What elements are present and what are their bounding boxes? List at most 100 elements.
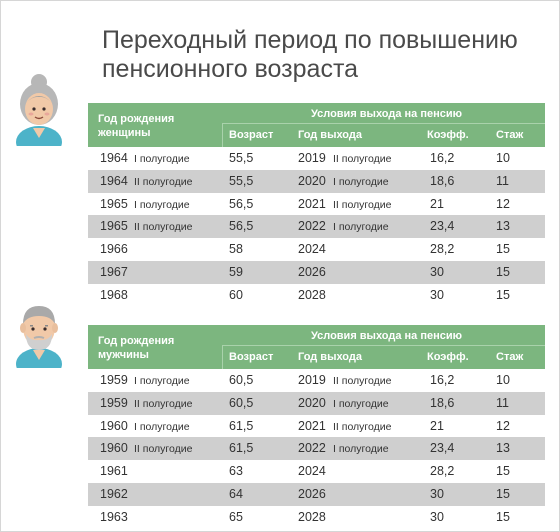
retire-half-cell: I полугодие <box>333 397 389 410</box>
table-row: 1964 I полугодие 55,5 2019 II полугодие 16,2 1… <box>88 147 545 170</box>
conditions-header: Условия выхода на пенсию <box>310 108 463 120</box>
table-row: 1968 60 2028 30 15 <box>88 284 545 307</box>
birth-year-cell: 1966 <box>100 242 128 257</box>
table-row: 1959 I полугодие 60,5 2019 II полугодие 16,2 1… <box>88 369 545 392</box>
experience-cell: 15 <box>496 287 510 302</box>
column-header-experience: Стаж <box>496 129 524 141</box>
birth-year-cell: 1964 <box>100 151 128 165</box>
conditions-header: Условия выхода на пенсию <box>310 330 463 342</box>
retire-year-cell: 2019 <box>298 151 326 165</box>
retire-half-cell: I полугодие <box>333 221 389 234</box>
birth-year-header: Год рождения мужчины <box>98 335 175 361</box>
elderly-man-avatar-icon <box>14 294 64 380</box>
birth-year-cell: 1963 <box>100 509 128 524</box>
retire-year-cell: 2024 <box>298 464 326 479</box>
birth-year-cell: 1960 <box>100 441 128 456</box>
retire-year-cell: 2020 <box>298 395 326 410</box>
column-header-retire-year: Год выхода <box>298 351 362 363</box>
table-body: 1959 I полугодие 60,5 2019 II полугодие 16,2 1… <box>88 369 545 529</box>
age-cell: 60,5 <box>229 395 254 410</box>
birth-half-cell: II полугодие <box>134 397 193 410</box>
retire-year-cell: 2028 <box>298 287 326 302</box>
experience-cell: 13 <box>496 441 510 456</box>
birth-year-cell: 1965 <box>100 196 128 211</box>
coefficient-cell: 16,2 <box>430 151 455 165</box>
retire-year-cell: 2021 <box>298 418 326 433</box>
birth-half-cell: I полугодие <box>134 375 190 387</box>
age-cell: 60,5 <box>229 373 254 387</box>
experience-cell: 15 <box>496 486 510 501</box>
age-cell: 59 <box>229 264 243 279</box>
age-cell: 63 <box>229 464 243 479</box>
coefficient-cell: 16,2 <box>430 373 455 387</box>
header-divider <box>222 345 545 346</box>
table-row: 1963 65 2028 30 15 <box>88 506 545 529</box>
age-cell: 55,5 <box>229 151 254 165</box>
retire-half-cell: I полугодие <box>333 175 389 188</box>
age-cell: 64 <box>229 486 243 501</box>
experience-cell: 15 <box>496 509 510 524</box>
retire-half-cell: II полугодие <box>333 420 392 433</box>
column-header-coefficient: Коэфф. <box>427 351 469 363</box>
age-cell: 60 <box>229 287 243 302</box>
birth-year-cell: 1962 <box>100 486 128 501</box>
birth-year-cell: 1959 <box>100 395 128 410</box>
retire-year-cell: 2024 <box>298 242 326 257</box>
column-header-age: Возраст <box>229 351 274 363</box>
birth-half-cell: I полугодие <box>134 420 190 433</box>
coefficient-cell: 18,6 <box>430 395 455 410</box>
birth-year-cell: 1967 <box>100 264 128 279</box>
retire-year-cell: 2019 <box>298 373 326 387</box>
retire-year-cell: 2022 <box>298 441 326 456</box>
retire-year-cell: 2022 <box>298 219 326 234</box>
table-header: Год рождения женщины Условия выхода на п… <box>88 103 545 147</box>
header-divider <box>222 345 223 369</box>
coefficient-cell: 28,2 <box>430 242 455 257</box>
experience-cell: 15 <box>496 464 510 479</box>
experience-cell: 12 <box>496 196 510 211</box>
experience-cell: 13 <box>496 219 510 234</box>
table-row: 1965 I полугодие 56,5 2021 II полугодие 21 12 <box>88 193 545 216</box>
elderly-woman-avatar-icon <box>14 72 64 158</box>
coefficient-cell: 28,2 <box>430 464 455 479</box>
table-header: Год рождения мужчины Условия выхода на п… <box>88 325 545 369</box>
table-row: 1959 II полугодие 60,5 2020 I полугодие 18,6 1… <box>88 391 545 415</box>
experience-cell: 10 <box>496 373 510 387</box>
coefficient-cell: 30 <box>430 486 444 501</box>
retire-year-cell: 2021 <box>298 196 326 211</box>
coefficient-cell: 23,4 <box>430 441 455 456</box>
experience-cell: 12 <box>496 418 510 433</box>
retire-year-cell: 2020 <box>298 173 326 188</box>
header-divider <box>222 123 545 124</box>
coefficient-cell: 23,4 <box>430 219 455 234</box>
coefficient-cell: 30 <box>430 264 444 279</box>
coefficient-cell: 21 <box>430 196 444 211</box>
table-row: 1964 II полугодие 55,5 2020 I полугодие 18,6 1… <box>88 169 545 193</box>
birth-year-header: Год рождения женщины <box>98 113 175 139</box>
table-row: 1966 58 2024 28,2 15 <box>88 238 545 261</box>
age-cell: 55,5 <box>229 173 254 188</box>
age-cell: 61,5 <box>229 418 254 433</box>
birth-year-cell: 1968 <box>100 287 128 302</box>
male-retirement-table: Год рождения мужчины Условия выхода на п… <box>88 325 545 529</box>
table-row: 1962 64 2026 30 15 <box>88 482 545 506</box>
coefficient-cell: 21 <box>430 418 444 433</box>
birth-year-cell: 1965 <box>100 219 128 234</box>
birth-year-cell: 1961 <box>100 464 128 479</box>
header-divider <box>222 123 223 147</box>
table-row: 1967 59 2026 30 15 <box>88 260 545 284</box>
experience-cell: 15 <box>496 264 510 279</box>
birth-year-cell: 1959 <box>100 373 128 387</box>
table-row: 1960 II полугодие 61,5 2022 I полугодие 23,4 1… <box>88 437 545 461</box>
experience-cell: 15 <box>496 242 510 257</box>
retire-half-cell: I полугодие <box>333 443 389 456</box>
birth-year-cell: 1964 <box>100 173 128 188</box>
birth-half-cell: II полугодие <box>134 221 193 234</box>
age-cell: 58 <box>229 242 243 257</box>
retire-half-cell: II полугодие <box>333 153 392 165</box>
age-cell: 56,5 <box>229 219 254 234</box>
female-retirement-table: Год рождения женщины Условия выхода на п… <box>88 103 545 307</box>
table-body: 1964 I полугодие 55,5 2019 II полугодие 16,2 1… <box>88 147 545 307</box>
page-title: Переходный период по повышению пенсионно… <box>102 26 518 83</box>
column-header-retire-year: Год выхода <box>298 129 362 141</box>
